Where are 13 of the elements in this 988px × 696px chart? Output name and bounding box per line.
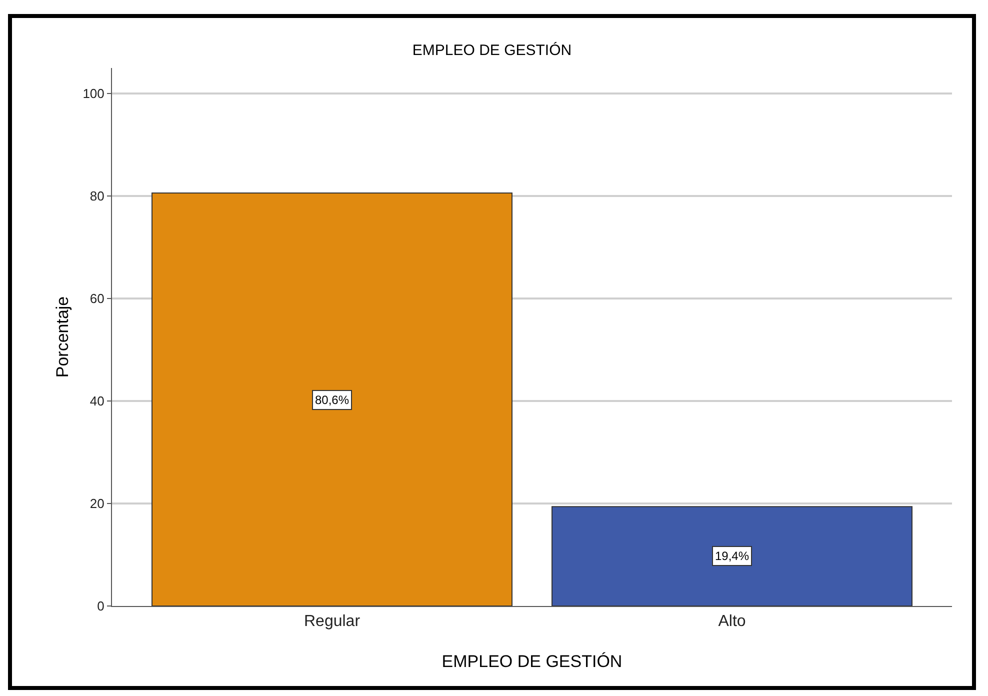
y-tick-label: 0 bbox=[97, 598, 104, 614]
data-label: 80,6% bbox=[315, 393, 350, 407]
y-tick-label: 100 bbox=[82, 86, 104, 102]
y-tick-label: 80 bbox=[90, 188, 104, 204]
y-tick-label: 20 bbox=[90, 496, 104, 512]
x-axis-title: EMPLEO DE GESTIÓN bbox=[442, 652, 622, 671]
y-tick-label: 40 bbox=[90, 394, 104, 409]
y-axis-title: Porcentaje bbox=[53, 296, 72, 378]
data-label: 19,4% bbox=[715, 549, 750, 563]
x-tick-label: Regular bbox=[304, 613, 361, 630]
y-tick-label: 60 bbox=[90, 291, 104, 306]
chart-title: EMPLEO DE GESTIÓN bbox=[412, 41, 572, 60]
x-tick-label: Alto bbox=[718, 613, 746, 630]
